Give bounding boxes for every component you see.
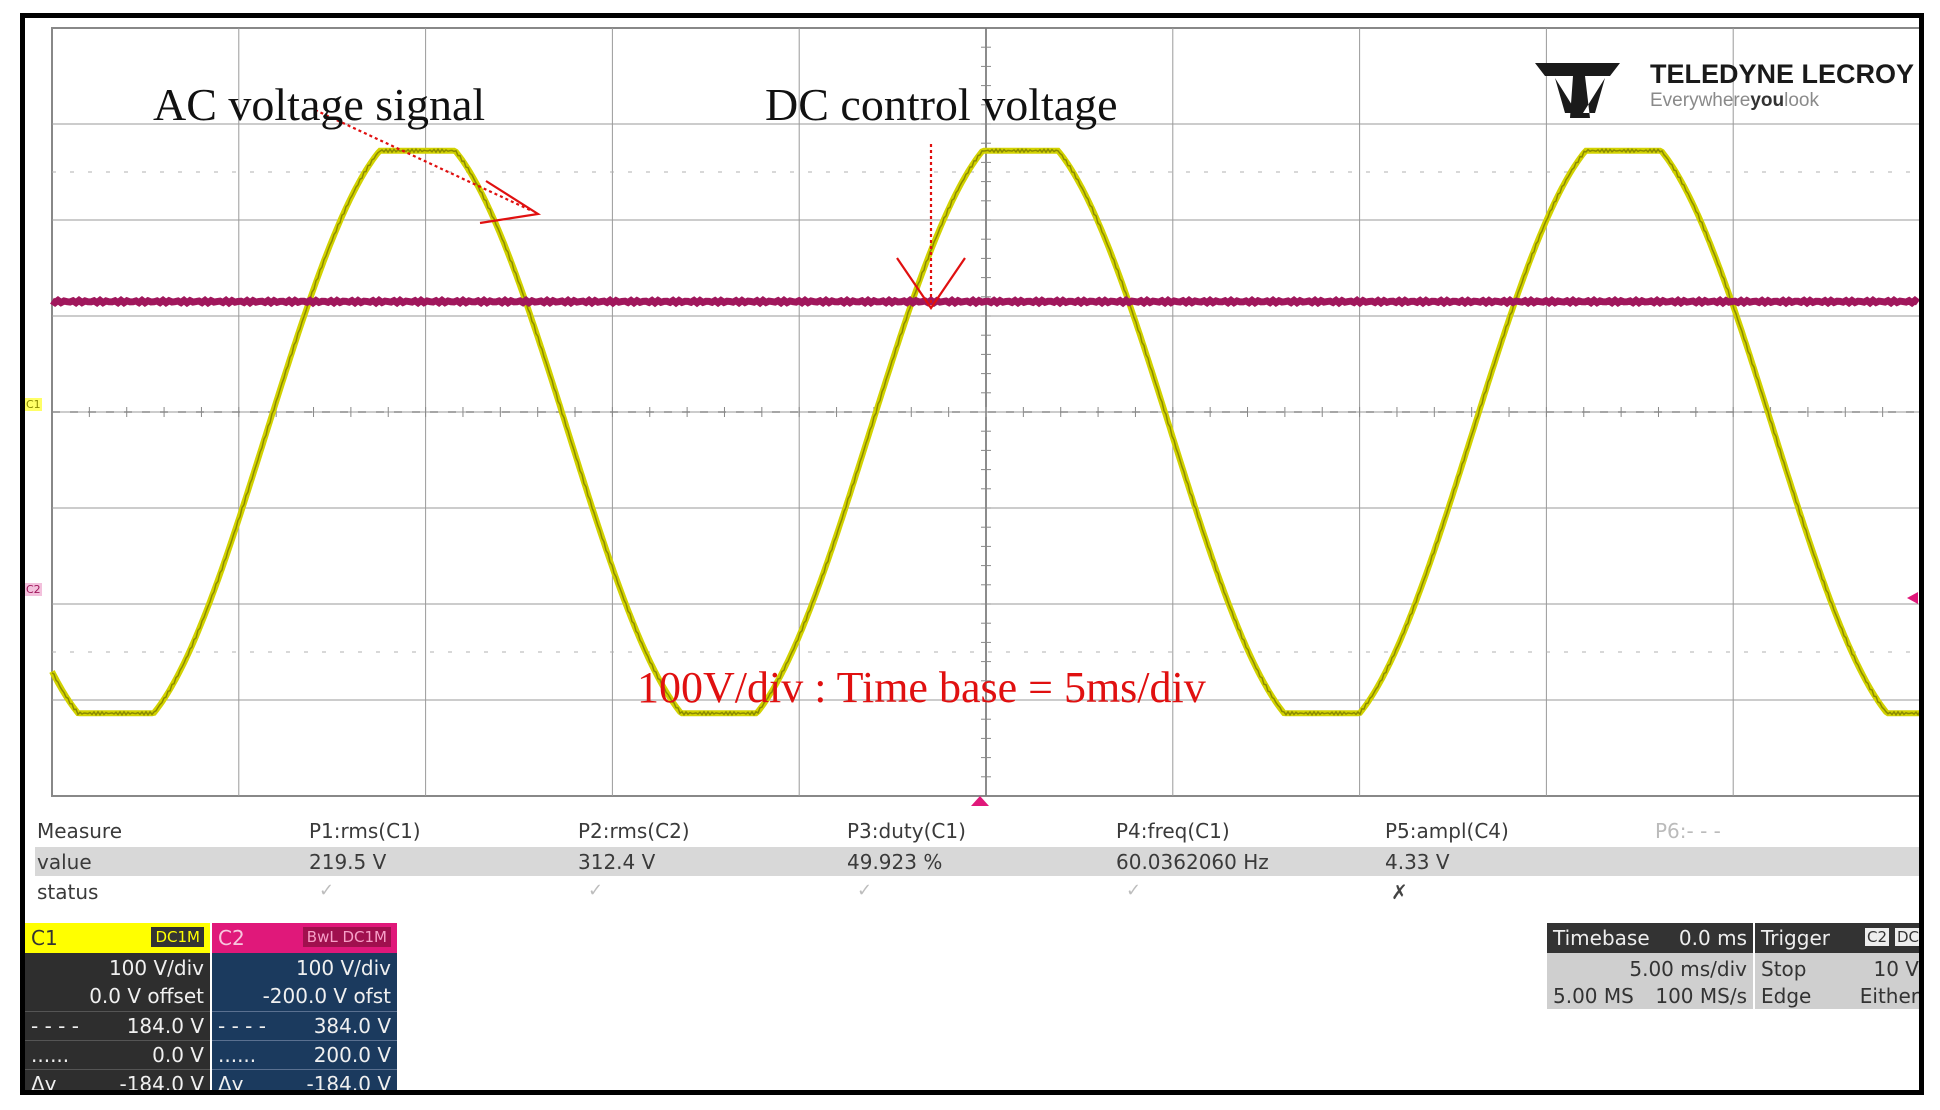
waveform-display: TELEDYNE LECROY Everywhereyoulook AC vol… xyxy=(49,27,1919,806)
param-p1-name[interactable]: P1:rms(C1) xyxy=(309,819,421,843)
c2-vdiv: 100 V/div xyxy=(295,956,391,980)
c1-name: C1 xyxy=(31,926,58,950)
logo-brand: TELEDYNE LECROY xyxy=(1650,59,1914,89)
param-p3-name[interactable]: P3:duty(C1) xyxy=(847,819,966,843)
trigger-coupling: DC xyxy=(1894,928,1919,946)
c1-dy-row: Δy -184.0 V xyxy=(25,1069,210,1095)
c1-offset-row: 0.0 V offset xyxy=(25,982,210,1010)
c2-dc-waveform xyxy=(50,295,1919,308)
c1-vdiv-row: 100 V/div xyxy=(25,954,210,982)
timebase-label: Timebase xyxy=(1553,926,1650,950)
teledyne-logo-icon xyxy=(1535,63,1620,118)
value-label: value xyxy=(37,850,92,874)
trigger-header[interactable]: Trigger C2 DC xyxy=(1755,923,1919,953)
timebase-header[interactable]: Timebase 0.0 ms xyxy=(1547,923,1753,953)
c2-offset-row: -200.0 V ofst xyxy=(212,982,397,1010)
param-p5-value: 4.33 V xyxy=(1385,850,1450,874)
c1-cursor2-symbol: ...... xyxy=(31,1043,70,1067)
c1-cursor2-row: ...... 0.0 V xyxy=(25,1040,210,1069)
param-p4-value: 60.0362060 Hz xyxy=(1116,850,1269,874)
c1-cursor1-value: 184.0 V xyxy=(126,1014,204,1038)
measure-label: Measure xyxy=(37,819,122,843)
timebase-per-div: 5.00 ms/div xyxy=(1629,957,1747,981)
c2-dy-label: Δy xyxy=(218,1072,244,1095)
trigger-source: C2 xyxy=(1864,928,1889,946)
channel-c2-descriptor[interactable]: C2 BwL DC1M 100 V/div -200.0 V ofst - - … xyxy=(212,923,397,1095)
timebase-rate: 100 MS/s xyxy=(1655,984,1747,1008)
c2-name: C2 xyxy=(218,926,245,950)
c1-cursor1-row: - - - - 184.0 V xyxy=(25,1011,210,1040)
c2-cursor1-value: 384.0 V xyxy=(313,1014,391,1038)
timebase-row-2: 5.00 MS 100 MS/s xyxy=(1547,981,1753,1009)
param-p3-status-icon: ✓ xyxy=(857,880,873,901)
dc-arrow-head xyxy=(896,257,966,310)
param-p2-status-icon: ✓ xyxy=(588,880,604,901)
param-p1-value: 219.5 V xyxy=(309,850,387,874)
timebase-panel[interactable]: Timebase 0.0 ms 5.00 ms/div 5.00 MS 100 … xyxy=(1547,923,1753,1009)
c1-offset: 0.0 V offset xyxy=(89,984,204,1008)
c2-dy-value: -184.0 V xyxy=(306,1072,391,1095)
trigger-marker xyxy=(971,592,1918,806)
c2-vdiv-row: 100 V/div xyxy=(212,954,397,982)
c1-vdiv: 100 V/div xyxy=(108,956,204,980)
c2-dy-row: Δy -184.0 V xyxy=(212,1069,397,1095)
c2-offset: -200.0 V ofst xyxy=(262,984,391,1008)
c2-cursor2-symbol: ...... xyxy=(218,1043,257,1067)
c1-coupling: DC1M xyxy=(151,927,204,947)
timebase-row-1: 5.00 ms/div xyxy=(1547,954,1753,982)
channel-c1-descriptor[interactable]: C1 DC1M 100 V/div 0.0 V offset - - - - 1… xyxy=(25,923,210,1095)
trigger-row-1: Stop 10 V xyxy=(1755,954,1920,982)
param-p2-value: 312.4 V xyxy=(578,850,656,874)
ac-voltage-label: AC voltage signal xyxy=(153,79,485,130)
param-p4-status-icon: ✓ xyxy=(1126,880,1142,901)
dc-voltage-label: DC control voltage xyxy=(765,79,1118,130)
measure-table: Measure P1:rms(C1) P2:rms(C2) P3:duty(C1… xyxy=(35,816,1919,912)
logo-tagline: Everywhereyoulook xyxy=(1650,90,1819,111)
c1-dy-value: -184.0 V xyxy=(119,1072,204,1095)
trigger-type: Edge xyxy=(1761,984,1812,1008)
trigger-row-2: Edge Either xyxy=(1755,981,1919,1009)
trigger-mode: Stop xyxy=(1761,957,1807,981)
status-label: status xyxy=(37,880,99,904)
logo: TELEDYNE LECROY Everywhereyoulook xyxy=(1535,59,1914,118)
param-p1-status-icon: ✓ xyxy=(319,880,335,901)
c2-coupling: BwL DC1M xyxy=(302,927,391,947)
c2-cursor1-row: - - - - 384.0 V xyxy=(212,1011,397,1040)
c2-cursor1-symbol: - - - - xyxy=(218,1014,266,1038)
graticule xyxy=(51,27,1919,797)
measure-header-row: Measure P1:rms(C1) P2:rms(C2) P3:duty(C1… xyxy=(35,816,1919,845)
param-p2-name[interactable]: P2:rms(C2) xyxy=(578,819,690,843)
trigger-label: Trigger xyxy=(1761,926,1830,950)
c1-cursor2-value: 0.0 V xyxy=(152,1043,204,1067)
annotation-arrows xyxy=(314,109,966,310)
c1-header[interactable]: C1 DC1M xyxy=(25,923,210,953)
param-p4-name[interactable]: P4:freq(C1) xyxy=(1116,819,1230,843)
c1-cursor1-symbol: - - - - xyxy=(31,1014,79,1038)
c2-cursor2-value: 200.0 V xyxy=(313,1043,391,1067)
c2-cursor2-row: ...... 200.0 V xyxy=(212,1040,397,1069)
timebase-delay: 0.0 ms xyxy=(1678,926,1747,950)
c1-dy-label: Δy xyxy=(31,1072,57,1095)
timebase-samples: 5.00 MS xyxy=(1553,984,1634,1008)
c1-ac-waveform-edge xyxy=(51,147,1919,717)
oscilloscope-screenshot: TELEDYNE LECROY Everywhereyoulook AC vol… xyxy=(20,13,1924,1095)
measure-value-row: value 219.5 V 312.4 V 49.923 % 60.036206… xyxy=(35,847,1919,876)
param-p6-name[interactable]: P6:- - - xyxy=(1655,819,1721,843)
param-p5-name[interactable]: P5:ampl(C4) xyxy=(1385,819,1509,843)
c2-header[interactable]: C2 BwL DC1M xyxy=(212,923,397,953)
c2-offset-marker: C2 xyxy=(25,583,42,596)
ac-arrow-head xyxy=(479,180,542,225)
scale-label: 100V/div : Time base = 5ms/div xyxy=(637,663,1206,712)
trigger-slope: Either xyxy=(1859,984,1919,1008)
measure-status-row: status ✓ ✓ ✓ ✓ ✗ xyxy=(35,877,1919,906)
trigger-panel[interactable]: Trigger C2 DC Stop 10 V Edge Either xyxy=(1755,923,1920,1009)
param-p3-value: 49.923 % xyxy=(847,850,943,874)
param-p5-status-icon: ✗ xyxy=(1391,880,1408,904)
c1-offset-marker: C1 xyxy=(25,398,42,411)
trigger-level: 10 V xyxy=(1873,957,1920,981)
